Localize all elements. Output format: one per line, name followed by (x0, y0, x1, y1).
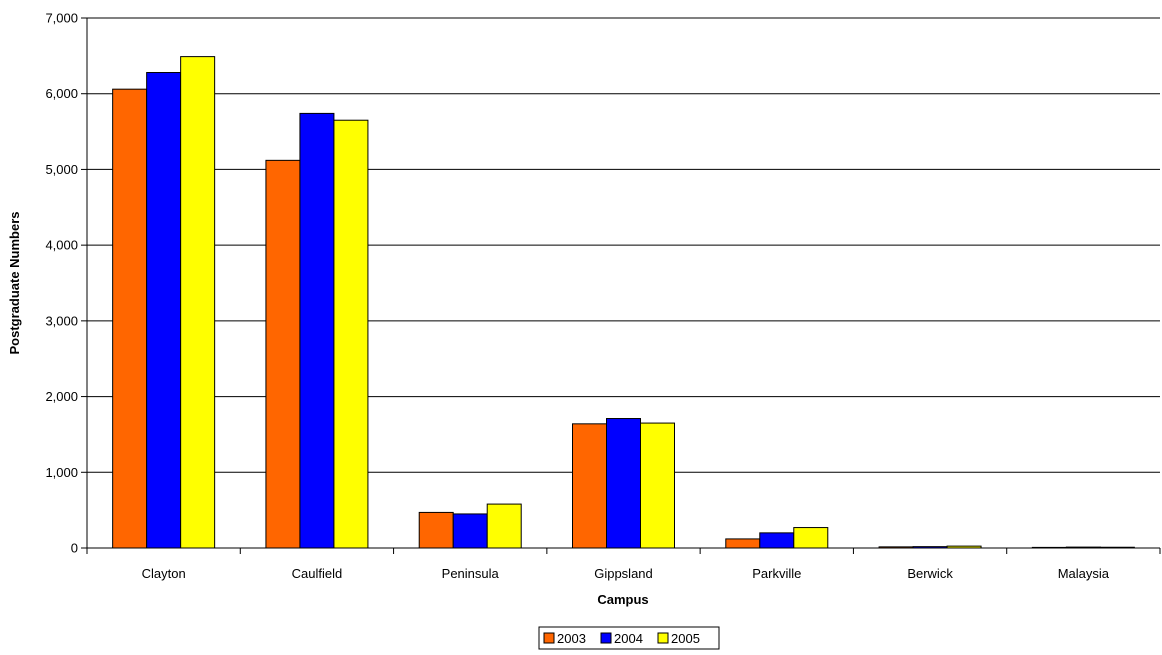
legend-label: 2005 (671, 631, 700, 646)
x-axis-title: Campus (597, 592, 648, 607)
legend-box (538, 626, 720, 650)
bar-2005-peninsula (486, 503, 522, 549)
y-tick-label: 6,000 (45, 86, 78, 101)
y-tick-label: 7,000 (45, 11, 78, 26)
y-tick-label: 1,000 (45, 465, 78, 480)
bar-2003-gippsland (572, 423, 607, 549)
bar-2005-gippsland (640, 422, 675, 549)
y-axis-title: Postgraduate Numbers (7, 211, 22, 354)
x-tick-label: Caulfield (292, 566, 343, 581)
bar-2005-caulfield (333, 119, 369, 549)
legend: 2003 2004 2005 (538, 626, 720, 650)
bar-2005-parkville (793, 527, 829, 549)
y-tick-label: 5,000 (45, 162, 78, 177)
x-tick-label: Malaysia (1058, 566, 1110, 581)
tick-labels: 0 1,000 2,000 3,000 4,000 5,000 6,000 7,000 Clay… (45, 11, 1109, 582)
bar-2004-parkville (759, 532, 795, 549)
bar-2004-caulfield (299, 112, 335, 549)
y-tick-label: 3,000 (45, 313, 78, 328)
bar-2004-gippsland (606, 418, 641, 549)
bar-2004-peninsula (452, 513, 488, 549)
bar-2003-parkville (725, 538, 761, 549)
y-tick-label: 0 (71, 541, 78, 556)
legend-swatch (543, 632, 555, 644)
legend-swatch (657, 632, 669, 644)
y-tick-label: 4,000 (45, 238, 78, 253)
x-tick-label: Clayton (142, 566, 186, 581)
axes (81, 17, 1161, 554)
bar-2004-clayton (146, 72, 182, 549)
gridlines (87, 17, 1160, 473)
x-tick-label: Parkville (752, 566, 801, 581)
bar-2003-peninsula (418, 511, 454, 549)
legend-swatch (600, 632, 612, 644)
x-tick-label: Berwick (907, 566, 953, 581)
legend-label: 2004 (614, 631, 643, 646)
bar-2003-caulfield (265, 159, 301, 549)
x-tick-label: Peninsula (442, 566, 500, 581)
y-tick-label: 2,000 (45, 389, 78, 404)
bar-2003-clayton (112, 88, 148, 549)
x-tick-label: Gippsland (594, 566, 653, 581)
bar-2005-clayton (180, 56, 216, 549)
legend-label: 2003 (557, 631, 586, 646)
bars (112, 56, 1135, 549)
